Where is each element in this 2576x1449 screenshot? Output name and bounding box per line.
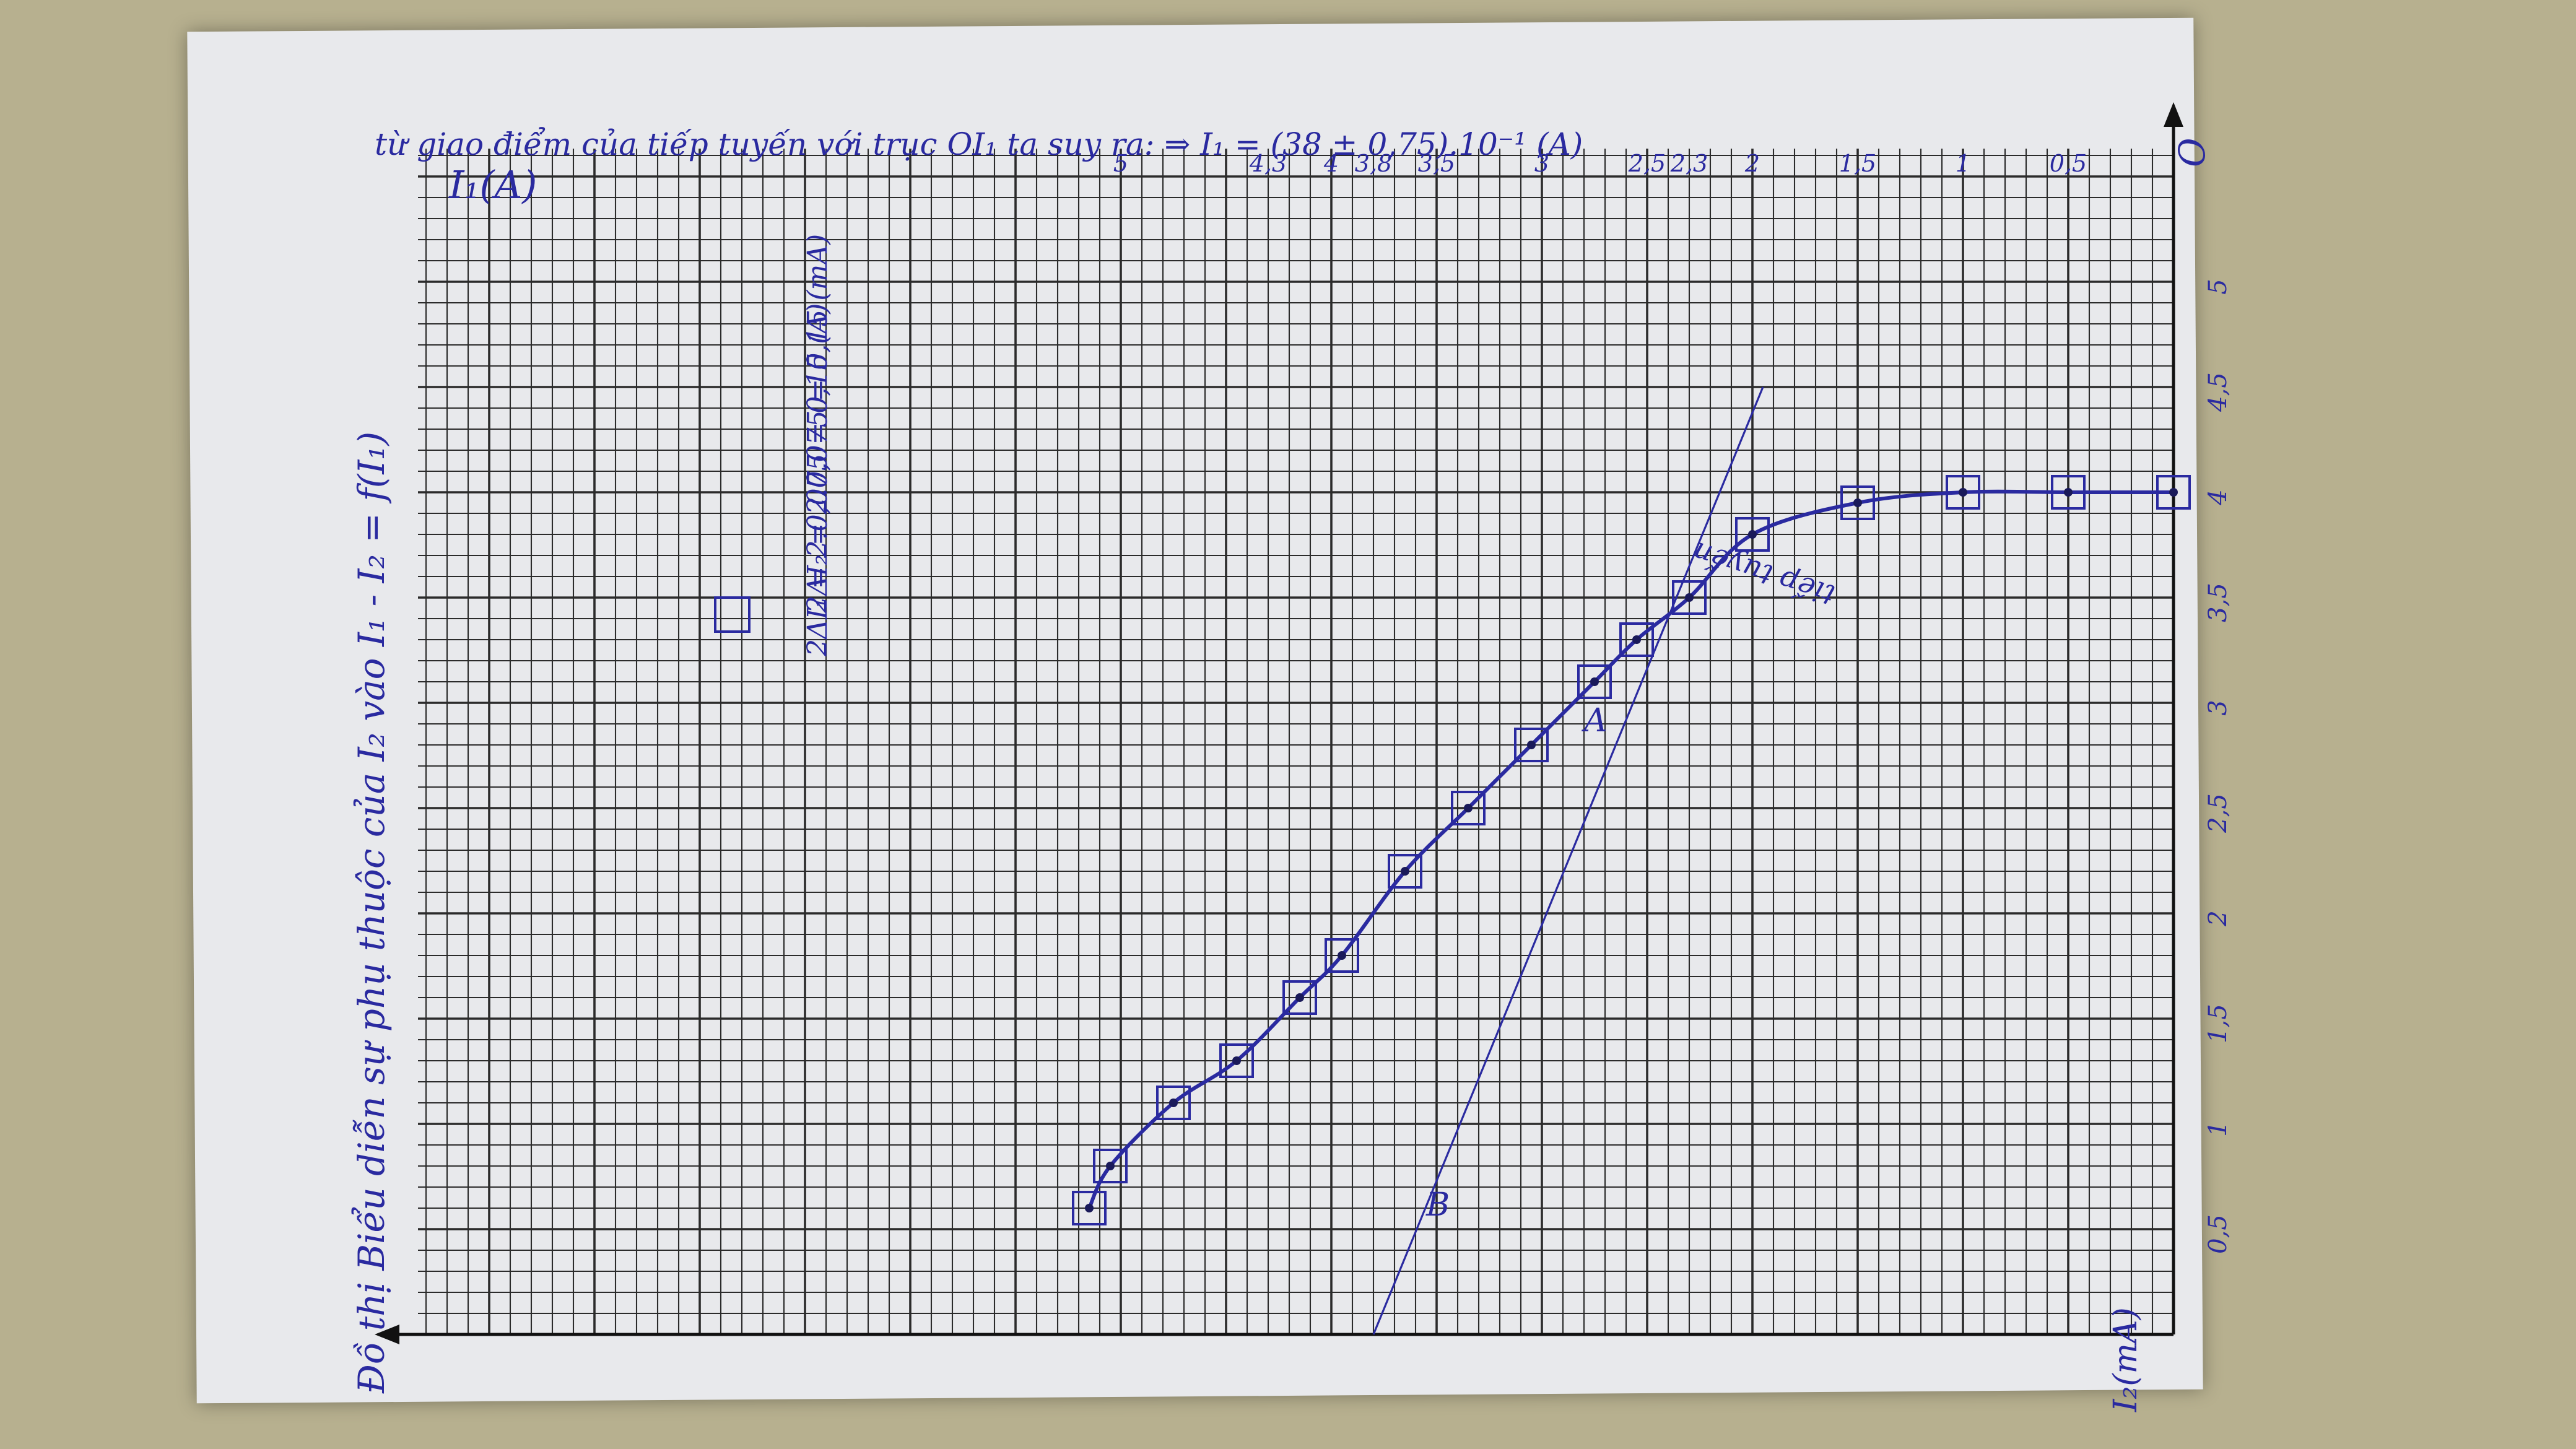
- grid: [418, 149, 2175, 1336]
- x-tick-label: 0,5: [2050, 150, 2087, 177]
- x-tick-label: 1,5: [1839, 150, 1876, 177]
- error-box: [1577, 664, 1612, 699]
- chart-stage: 0,5 1 1,5 2 2,5 3 3,5 4 4,5 5 0,5 1 1,5 2 2,3 2,5 3 3,5 3,…: [319, 56, 2269, 1430]
- data-point: [2169, 488, 2178, 497]
- data-point: [1232, 1056, 1241, 1065]
- error-box: [1072, 1191, 1107, 1225]
- error-box: [2051, 475, 2086, 510]
- x-tick-label: 3,8: [1355, 150, 1392, 177]
- point-label: A: [1582, 702, 1608, 739]
- tick-labels: 0,511,522,533,544,550,511,522,32,533,53,…: [1113, 150, 2232, 1254]
- data-point: [1527, 741, 1536, 749]
- data-point: [1959, 488, 1967, 497]
- x-tick-label: 3,5: [1418, 150, 1455, 177]
- bottom-conclusion: từ giao điểm của tiếp tuyến với trục OI₁…: [375, 126, 1583, 162]
- error-box: [1840, 485, 1875, 520]
- error-box: [1388, 854, 1422, 889]
- y-tick-label: 1,5: [2204, 1004, 2232, 1043]
- x-axis-arrow: [2164, 102, 2183, 127]
- data-point: [1590, 677, 1599, 686]
- data-point: [1632, 635, 1641, 644]
- x-tick-label: 2,5: [1628, 150, 1666, 177]
- axes: [375, 102, 2183, 1344]
- y-tick-label: 3: [2204, 700, 2232, 715]
- x-tick-label: 1: [1956, 150, 1970, 177]
- data-point: [1464, 804, 1473, 812]
- error-box: [1451, 791, 1486, 825]
- x-tick-label: 4,3: [1249, 150, 1287, 177]
- data-point: [1338, 951, 1346, 960]
- x-tick-label: 2,3: [1670, 150, 1708, 177]
- error-box: [1325, 938, 1359, 973]
- data-point: [1169, 1099, 1178, 1107]
- x-tick-label: 3: [1534, 150, 1549, 177]
- data-point: [2064, 488, 2073, 497]
- error-box: [1946, 475, 1980, 510]
- y-axis-label: I₂(mA): [2107, 1307, 2144, 1412]
- y-tick-label: 5: [2204, 279, 2232, 294]
- error-box: [1282, 980, 1317, 1015]
- error-box: [1093, 1149, 1128, 1183]
- x-tick-label: 4: [1323, 150, 1339, 177]
- data-point: [1401, 867, 1409, 876]
- data-point: [1085, 1204, 1094, 1212]
- point-label: B: [1425, 1186, 1450, 1224]
- y-axis-arrow: [375, 1325, 399, 1344]
- chart-title: Đồ thị Biểu diễn sự phụ thuộc của I₂ vào…: [350, 432, 393, 1394]
- data-point: [1295, 993, 1304, 1002]
- error-box: [1672, 580, 1707, 615]
- error-box: [1156, 1086, 1191, 1120]
- error-box: [1514, 728, 1549, 762]
- data-point: [1106, 1162, 1115, 1170]
- annotation-delta-i1: 2ΔI₁ = 2.0,075 = 0,15 (A): [802, 303, 833, 657]
- y-tick-label: 1: [2204, 1121, 2232, 1136]
- data-point: [1685, 593, 1694, 602]
- x-tick-label: 5: [1113, 150, 1128, 177]
- data-point: [1853, 498, 1862, 507]
- legend-error-box: [714, 596, 751, 633]
- error-box: [1735, 517, 1770, 552]
- error-box: [1619, 622, 1654, 657]
- annotation-delta-i2: 2ΔI₂ = 2.0,075 = 0,15 (mA): [802, 234, 833, 614]
- chart: 0,511,522,533,544,550,511,522,32,533,53,…: [350, 102, 2232, 1412]
- x-tick-label: 2: [1744, 150, 1760, 177]
- y-tick-label: 2: [2204, 910, 2232, 926]
- y-tick-label: 3,5: [2204, 583, 2232, 622]
- tangent-line: [1372, 386, 1764, 1335]
- chart-labels: Đồ thị Biểu diễn sự phụ thuộc của I₂ vào…: [350, 126, 2213, 1412]
- data-point: [1748, 530, 1757, 539]
- error-box: [2156, 475, 2191, 510]
- y-tick-label: 0,5: [2204, 1214, 2232, 1254]
- y-tick-label: 2,5: [2204, 793, 2232, 833]
- x-axis-label: I₁(A): [448, 162, 537, 207]
- y-tick-label: 4: [2204, 489, 2232, 505]
- origin-label: O: [2171, 137, 2213, 167]
- y-tick-label: 4,5: [2204, 372, 2232, 412]
- error-box: [1219, 1043, 1254, 1078]
